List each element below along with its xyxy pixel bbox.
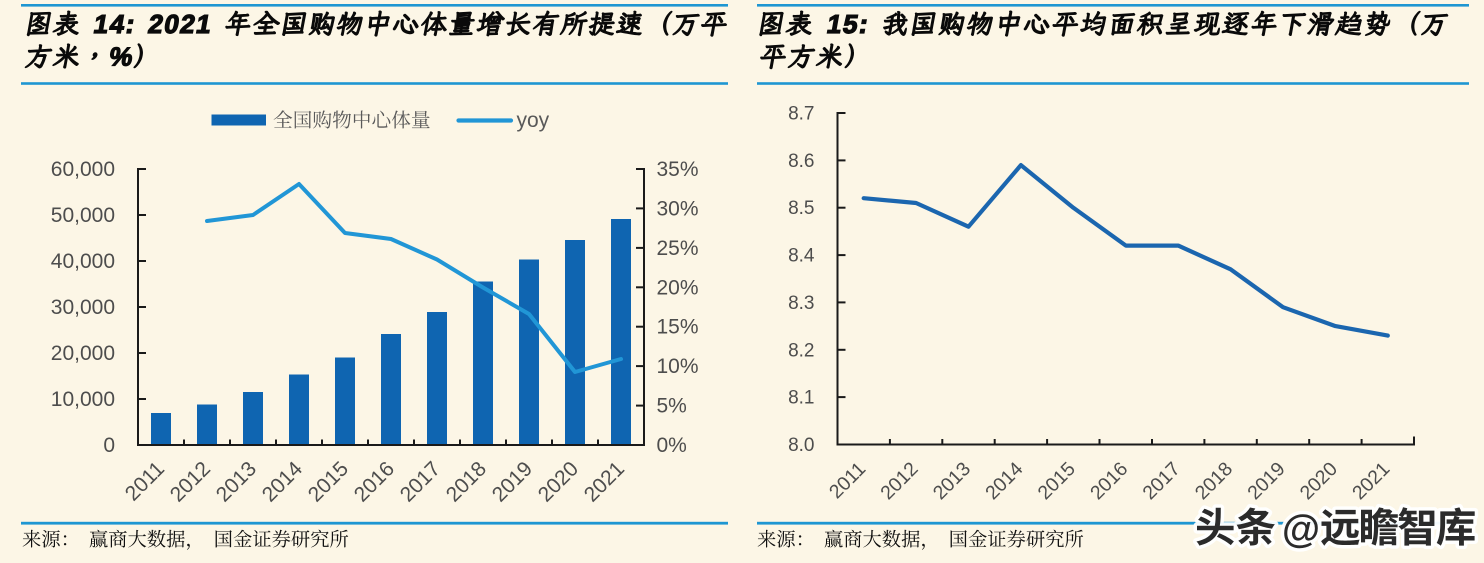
svg-text:40,000: 40,000 (51, 250, 115, 273)
svg-text:20%: 20% (657, 276, 699, 299)
svg-text:8.6: 8.6 (788, 151, 814, 172)
svg-text:20,000: 20,000 (51, 342, 115, 365)
svg-text:5%: 5% (657, 395, 687, 418)
svg-text:50,000: 50,000 (51, 204, 115, 227)
svg-text:0: 0 (103, 434, 115, 457)
svg-text:30%: 30% (657, 197, 699, 220)
svg-text:0%: 0% (657, 434, 687, 457)
svg-text:8.5: 8.5 (788, 198, 814, 219)
svg-text:8.3: 8.3 (788, 293, 814, 314)
svg-text:60,000: 60,000 (51, 158, 115, 181)
svg-text:35%: 35% (657, 158, 699, 181)
svg-text:15%: 15% (657, 316, 699, 339)
svg-text:25%: 25% (657, 237, 699, 260)
svg-text:8.0: 8.0 (788, 435, 814, 456)
svg-text:8.1: 8.1 (788, 388, 814, 409)
svg-text:8.2: 8.2 (788, 340, 814, 361)
svg-text:yoy: yoy (517, 109, 550, 132)
svg-text:10,000: 10,000 (51, 388, 115, 411)
svg-text:8.4: 8.4 (788, 246, 815, 267)
svg-text:10%: 10% (657, 355, 699, 378)
svg-text:8.7: 8.7 (788, 104, 814, 125)
svg-text:30,000: 30,000 (51, 296, 115, 319)
